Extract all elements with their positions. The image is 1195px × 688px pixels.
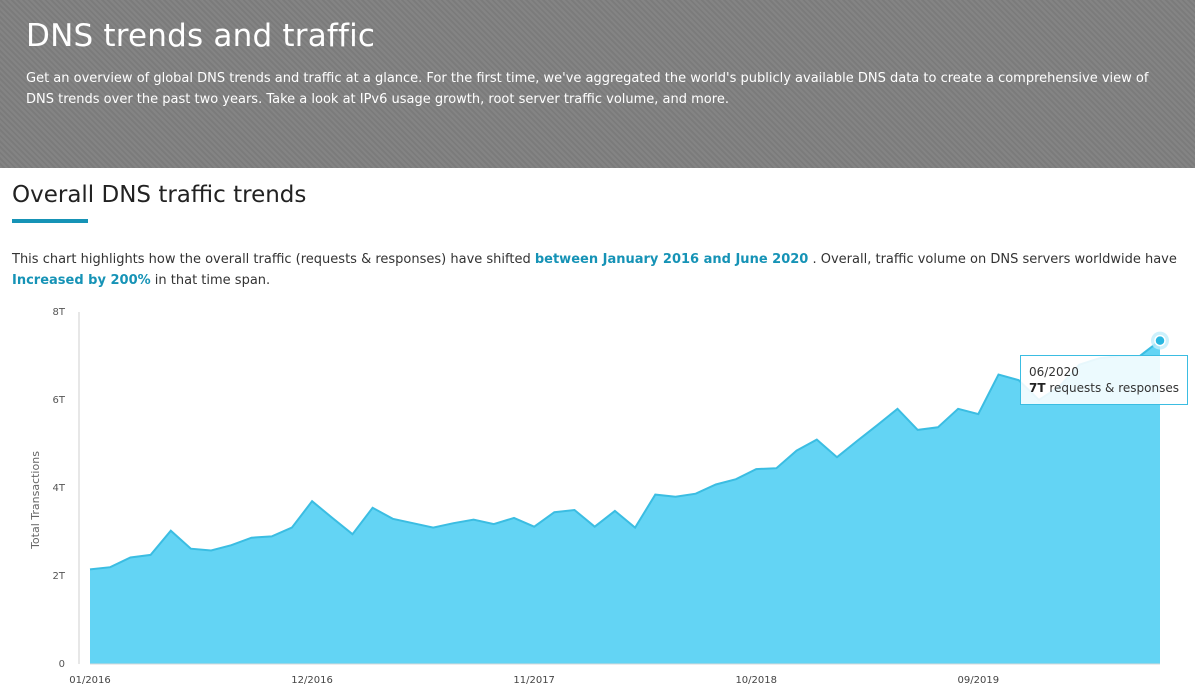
section-title: Overall DNS traffic trends: [12, 182, 307, 208]
traffic-trends-section: Overall DNS traffic trends This chart hi…: [0, 168, 1195, 291]
y-tick-label: 8T: [53, 307, 66, 318]
page-title: DNS trends and traffic: [26, 18, 376, 54]
intro-highlight-date-range: between January 2016 and June 2020: [534, 252, 809, 267]
x-tick-label: 01/2016: [69, 675, 111, 686]
x-tick-label: 12/2016: [291, 675, 333, 686]
traffic-area: [90, 340, 1160, 664]
x-tick-label: 11/2017: [513, 675, 555, 686]
y-tick-label: 2T: [53, 571, 66, 582]
section-title-underline: [12, 219, 88, 223]
page-header: DNS trends and traffic Get an overview o…: [0, 0, 1195, 168]
intro-text-2: . Overall, traffic volume on DNS servers…: [808, 252, 1177, 267]
y-axis-title: Total Transactions: [29, 451, 42, 550]
highlight-point[interactable]: [1154, 334, 1166, 347]
y-tick-label: 6T: [53, 395, 66, 406]
x-tick-label: 10/2018: [735, 675, 777, 686]
intro-text-3: in that time span.: [150, 273, 271, 288]
page-description: Get an overview of global DNS trends and…: [26, 71, 1149, 107]
intro-highlight-growth: Increased by 200%: [12, 273, 151, 288]
section-intro: This chart highlights how the overall tr…: [12, 249, 1183, 291]
tooltip-value: 7T: [1029, 381, 1046, 395]
chart-tooltip: 06/2020 7T requests & responses: [1020, 355, 1188, 405]
traffic-line: [89, 339, 1161, 571]
y-tick-label: 4T: [53, 483, 66, 494]
x-tick-label: 09/2019: [958, 675, 1000, 686]
dns-traffic-chart-svg: 0 2T 4T 6T 8T Total Transactions 01/2016 12/201…: [29, 307, 1169, 686]
tooltip-suffix: requests & responses: [1045, 381, 1179, 395]
dns-traffic-chart: 0 2T 4T 6T 8T Total Transactions 01/2016 12/201…: [0, 300, 1195, 688]
intro-text-1: This chart highlights how the overall tr…: [12, 252, 535, 267]
y-tick-label: 0: [59, 659, 65, 670]
tooltip-value-line: 7T requests & responses: [1029, 380, 1179, 396]
tooltip-date: 06/2020: [1029, 365, 1079, 379]
